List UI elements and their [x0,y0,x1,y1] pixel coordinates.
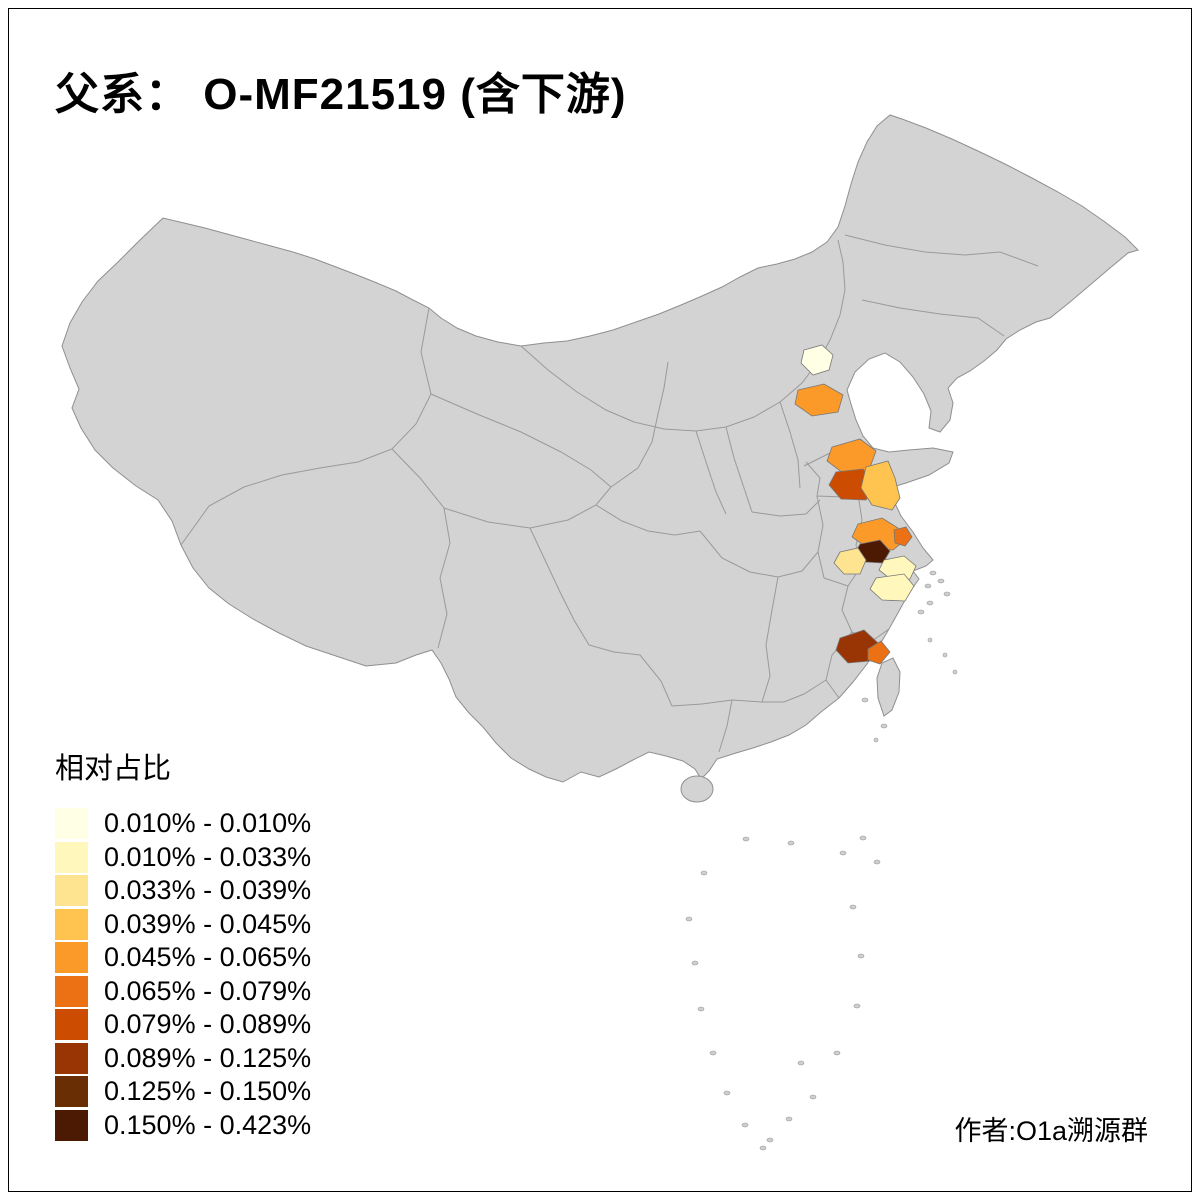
province-border [816,495,825,579]
province-border [529,527,673,707]
mainland-china-shape [61,114,1139,783]
province-border [779,401,801,489]
legend-swatch [55,875,88,907]
highlight-region [867,640,891,665]
legend-swatch [55,1009,88,1041]
highlight-region [860,460,901,511]
legend-item: 0.150% - 0.423% [55,1109,311,1143]
province-border [610,361,669,488]
legend-label: 0.010% - 0.010% [104,808,312,839]
province-border [180,307,432,546]
province-border [761,576,779,703]
legend-label: 0.039% - 0.045% [104,908,312,939]
legend-title: 相对占比 [55,753,172,785]
province-border [725,426,753,513]
legend-label: 0.033% - 0.039% [104,875,312,906]
map-title: 父系： O-MF21519 (含下游) [55,70,627,119]
legend-swatch [55,1109,88,1141]
legend-swatch [55,841,88,873]
plot-border [8,8,1192,1192]
province-border [751,499,821,517]
legend-swatch [55,942,88,974]
highlight-region [893,526,913,547]
province-border [718,699,733,753]
legend-label: 0.045% - 0.065% [104,942,312,973]
legend-label: 0.150% - 0.423% [104,1109,312,1140]
legend-swatch [55,1042,88,1074]
province-border [762,679,827,703]
legend-swatch [55,808,88,840]
province-border [671,699,763,707]
province-border [430,393,612,488]
province-border [695,430,727,515]
legend-swatch [55,975,88,1007]
legend-label: 0.065% - 0.079% [104,975,312,1006]
legend-item: 0.010% - 0.010% [55,807,311,841]
legend-label: 0.125% - 0.150% [104,1076,312,1107]
legend-label: 0.079% - 0.089% [104,1009,312,1040]
province-border [699,530,819,578]
taiwan-shape [876,657,901,717]
hainan-shape [680,775,714,803]
highlight-region [800,344,834,376]
legend-item: 0.065% - 0.079% [55,975,311,1009]
legend-item: 0.079% - 0.089% [55,1008,311,1042]
island-dots [685,570,958,1151]
legend-item: 0.010% - 0.033% [55,841,311,875]
legend-item: 0.045% - 0.065% [55,941,311,975]
highlight-regions [794,344,917,665]
province-border [443,486,612,529]
province-border [391,448,451,649]
legend-item: 0.033% - 0.039% [55,874,311,908]
legend-swatch [55,908,88,940]
province-border [861,299,1005,337]
legend-item: 0.125% - 0.150% [55,1075,311,1109]
legend-label: 0.089% - 0.125% [104,1042,312,1073]
province-borders [180,234,1039,753]
legend-item: 0.039% - 0.045% [55,908,311,942]
legend-label: 0.010% - 0.033% [104,841,312,872]
province-border [520,239,846,432]
legend: 相对占比 0.010% - 0.010% 0.010% - 0.033% 0.0… [55,745,311,1142]
credit-text: 作者:O1a溯源群 [954,1116,1148,1146]
highlight-region [833,547,867,575]
province-border [841,585,853,633]
highlight-region [851,517,906,551]
province-border [595,504,701,536]
highlight-region [869,573,915,602]
highlight-region [794,383,844,417]
highlight-region [878,555,917,581]
legend-swatch [55,1076,88,1108]
legend-item: 0.089% - 0.125% [55,1042,311,1076]
province-border [844,234,1039,267]
